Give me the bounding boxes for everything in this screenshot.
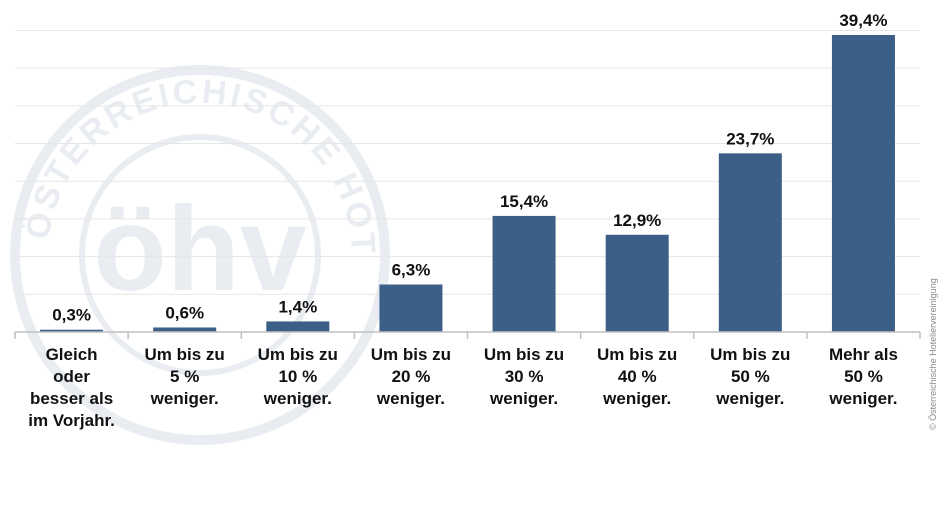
bar: [379, 284, 443, 332]
bar-value-label: 15,4%: [500, 192, 548, 211]
bar-value-label: 39,4%: [839, 11, 887, 30]
bar-value-label: 6,3%: [392, 261, 431, 280]
bar: [831, 35, 895, 332]
bar: [718, 153, 782, 332]
bar-value-label: 0,3%: [52, 306, 91, 325]
bar: [153, 327, 217, 332]
category-label: Um bis zu 20 % weniger.: [370, 345, 452, 408]
x-axis-ticks: [14, 332, 921, 339]
watermark-outer-ring: [10, 65, 390, 445]
bar-value-label: 0,6%: [165, 303, 204, 322]
bar: [266, 321, 330, 332]
bar: [492, 215, 556, 332]
bar-value-label: 12,9%: [613, 211, 661, 230]
category-label: Gleich oder besser als im Vorjahr.: [28, 345, 115, 430]
bar-series: [40, 35, 895, 332]
category-label: Um bis zu 30 % weniger.: [483, 345, 565, 408]
copyright-notice: © Österreichische Hoteliervereinigung: [928, 278, 938, 430]
data-labels: 0,3% 0,6% 1,4% 6,3% 15,4% 12,9% 23,7% 39,4%: [52, 11, 887, 325]
watermark-logo-text: öhv: [93, 182, 307, 316]
category-label: Mehr als 50 % weniger.: [828, 345, 898, 408]
category-label: Um bis zu 40 % weniger.: [597, 345, 678, 408]
bar-value-label: 23,7%: [726, 129, 774, 148]
bar: [40, 329, 104, 332]
bar-value-label: 1,4%: [278, 297, 317, 316]
watermark-inner-ring: [79, 134, 321, 376]
category-label: Um bis zu 50 % weniger.: [710, 345, 791, 408]
bar: [605, 234, 669, 332]
category-label: Um bis zu 5 % weniger.: [144, 345, 225, 408]
category-label: Um bis zu 10 % weniger.: [257, 345, 338, 408]
